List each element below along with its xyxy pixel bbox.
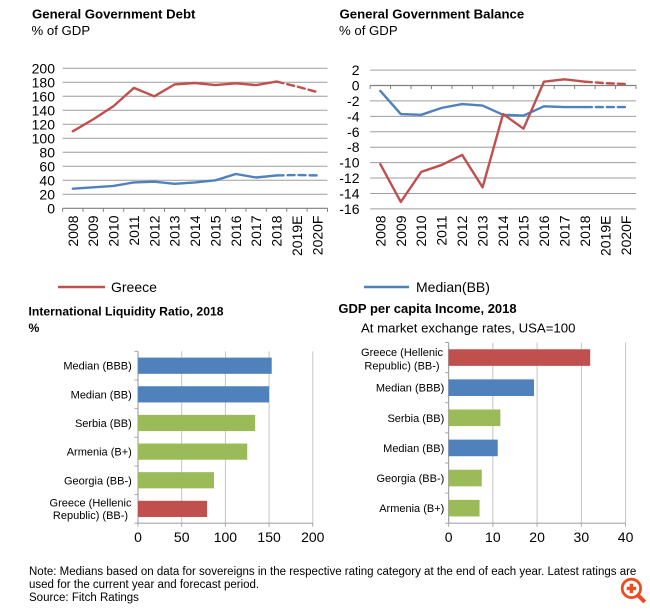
svg-text:2020F: 2020F (309, 216, 325, 256)
svg-text:40: 40 (39, 172, 55, 188)
svg-text:150: 150 (257, 529, 281, 545)
svg-text:Georgia (BB-): Georgia (BB-) (376, 473, 444, 485)
svg-text:200: 200 (32, 60, 56, 76)
svg-text:2011: 2011 (126, 215, 142, 245)
svg-text:140: 140 (32, 102, 56, 118)
svg-text:-6: -6 (347, 124, 360, 140)
svg-text:80: 80 (39, 144, 55, 160)
svg-text:Median (BBB): Median (BBB) (63, 361, 131, 373)
svg-text:2: 2 (352, 62, 360, 78)
svg-text:%: % (29, 321, 40, 335)
svg-text:120: 120 (32, 116, 56, 132)
svg-text:2017: 2017 (556, 215, 572, 246)
svg-text:Armenia (B+): Armenia (B+) (67, 447, 132, 459)
svg-text:General Government Debt: General Government Debt (32, 7, 196, 22)
svg-text:General Government Balance: General Government Balance (340, 7, 525, 22)
svg-text:Republic) (BB-): Republic) (BB-) (364, 360, 439, 372)
svg-text:2020F: 2020F (618, 216, 634, 256)
svg-text:2019E: 2019E (289, 216, 305, 256)
svg-text:Georgia (BB-): Georgia (BB-) (64, 475, 132, 487)
svg-text:2014: 2014 (187, 215, 203, 246)
svg-text:60: 60 (39, 158, 55, 174)
svg-text:0: 0 (47, 200, 55, 216)
svg-text:Median (BBB): Median (BBB) (376, 383, 444, 395)
svg-text:2015: 2015 (207, 215, 223, 246)
svg-text:Note: Medians based on data fo: Note: Medians based on data for sovereig… (29, 566, 636, 578)
svg-text:% of GDP: % of GDP (339, 23, 398, 38)
svg-text:-14: -14 (339, 185, 359, 201)
svg-text:30: 30 (574, 529, 590, 545)
svg-text:-4: -4 (347, 108, 360, 124)
svg-text:International Liquidity Ratio,: International Liquidity Ratio, 2018 (29, 305, 224, 319)
svg-text:2009: 2009 (393, 215, 409, 246)
svg-text:180: 180 (32, 74, 56, 90)
svg-text:2010: 2010 (106, 215, 122, 246)
svg-text:Serbia (BB): Serbia (BB) (75, 418, 132, 430)
svg-text:2013: 2013 (475, 215, 491, 246)
svg-text:2012: 2012 (146, 215, 162, 246)
svg-text:0: 0 (134, 529, 142, 545)
svg-text:2013: 2013 (167, 215, 183, 246)
svg-text:2019E: 2019E (597, 216, 613, 256)
svg-text:20: 20 (39, 186, 55, 202)
svg-text:200: 200 (301, 529, 325, 545)
svg-text:2017: 2017 (248, 215, 264, 246)
svg-text:Republic) (BB-): Republic) (BB-) (53, 510, 128, 522)
svg-text:-2: -2 (347, 93, 360, 109)
svg-text:2015: 2015 (516, 215, 532, 246)
svg-text:2008: 2008 (65, 215, 81, 246)
svg-text:Median (BB): Median (BB) (383, 443, 444, 455)
svg-text:50: 50 (174, 529, 190, 545)
svg-text:Armenia (B+): Armenia (B+) (379, 503, 444, 515)
svg-text:Greece (Hellenic: Greece (Hellenic (361, 347, 443, 359)
svg-text:Serbia (BB): Serbia (BB) (387, 413, 444, 425)
svg-text:used for the current year and: used for the current year and forecast p… (29, 579, 259, 591)
svg-text:-8: -8 (347, 139, 360, 155)
svg-text:-10: -10 (339, 155, 359, 171)
svg-text:-16: -16 (339, 201, 359, 217)
svg-text:20: 20 (529, 529, 545, 545)
svg-text:Median (BB): Median (BB) (71, 389, 132, 401)
svg-text:Greece (Hellenic: Greece (Hellenic (50, 497, 132, 509)
svg-text:0: 0 (352, 78, 360, 94)
svg-text:100: 100 (32, 130, 56, 146)
svg-text:Source: Fitch Ratings: Source: Fitch Ratings (29, 592, 139, 604)
svg-text:100: 100 (214, 529, 238, 545)
svg-text:Median(BB): Median(BB) (416, 279, 490, 295)
svg-text:2012: 2012 (454, 215, 470, 246)
svg-text:% of GDP: % of GDP (32, 23, 91, 38)
svg-text:2016: 2016 (536, 215, 552, 246)
svg-text:2018: 2018 (577, 215, 593, 246)
svg-text:160: 160 (32, 88, 56, 104)
svg-text:2008: 2008 (372, 215, 388, 246)
svg-text:2010: 2010 (413, 215, 429, 246)
svg-text:10: 10 (485, 529, 501, 545)
svg-text:-12: -12 (339, 170, 359, 186)
svg-text:0: 0 (445, 529, 453, 545)
svg-text:2018: 2018 (269, 215, 285, 246)
svg-text:2014: 2014 (495, 215, 511, 246)
svg-text:Greece: Greece (111, 279, 157, 295)
svg-text:2009: 2009 (85, 215, 101, 246)
svg-text:2016: 2016 (228, 215, 244, 246)
svg-text:40: 40 (618, 529, 634, 545)
svg-text:GDP per capita Income, 2018: GDP per capita Income, 2018 (338, 301, 516, 316)
svg-text:At market exchange rates, USA=: At market exchange rates, USA=100 (361, 321, 575, 336)
svg-text:2011: 2011 (434, 215, 450, 245)
